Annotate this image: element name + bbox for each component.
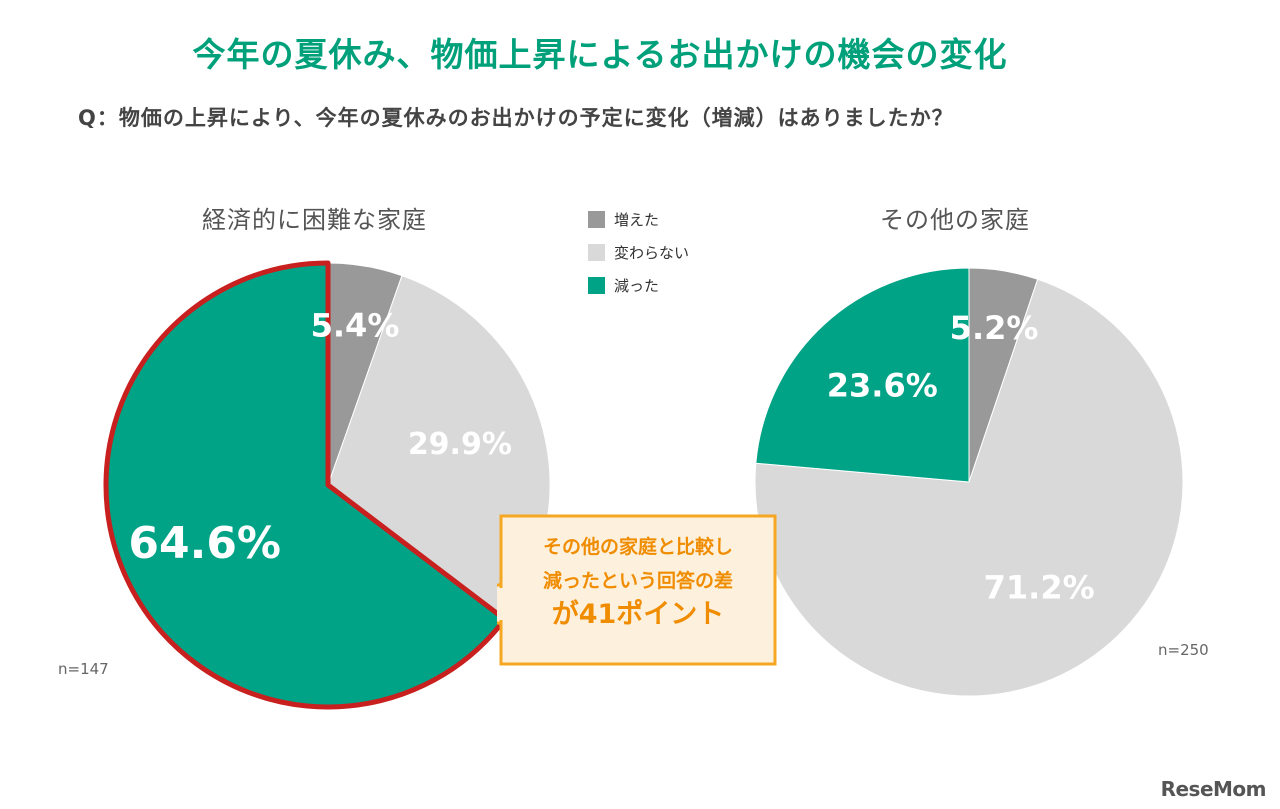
pie2-label-2: 71.2% xyxy=(984,569,1095,607)
legend-label-decreased: 減った xyxy=(614,277,660,295)
callout-line-1: その他の家庭と比較し xyxy=(542,536,733,558)
left-sample-size: n=147 xyxy=(58,660,109,678)
survey-question: Q：物価の上昇により、今年の夏休みのお出かけの予定に変化（増減）はありましたか？ xyxy=(78,106,954,130)
pie1-slice-3 xyxy=(103,260,508,710)
pie1-label-3: 64.6% xyxy=(128,518,281,569)
legend-label-increased: 増えた xyxy=(614,211,660,229)
callout-box xyxy=(497,514,777,666)
legend-item-decreased: 減った xyxy=(588,269,689,302)
pie2-slice-2 xyxy=(754,278,1184,697)
callout-text: その他の家庭と比較し 減ったという回答の差 が41ポイント xyxy=(497,530,779,632)
pie2-label-3: 23.6% xyxy=(827,366,938,404)
resemom-logo: ReseMom xyxy=(1160,777,1267,801)
legend-swatch-decreased xyxy=(588,277,605,294)
callout-line-2: 減ったという回答の差 xyxy=(542,570,733,592)
pie1-label-2: 29.9% xyxy=(408,427,512,462)
chart-main-title: 今年の夏休み、物価上昇によるお出かけの機会の変化 xyxy=(192,35,1008,74)
pie1-label-1: 5.4% xyxy=(311,306,400,344)
callout-line-3: が41ポイント xyxy=(551,599,725,630)
legend-swatch-increased xyxy=(588,211,605,228)
legend-label-unchanged: 変わらない xyxy=(614,244,690,262)
legend-item-unchanged: 変わらない xyxy=(588,236,689,269)
right-sample-size: n=250 xyxy=(1158,641,1209,659)
pie2-label-1: 5.2% xyxy=(950,309,1039,347)
legend: 増えた 変わらない 減った xyxy=(588,203,689,302)
pie2-slice-3 xyxy=(755,267,970,483)
legend-swatch-unchanged xyxy=(588,244,605,261)
legend-item-increased: 増えた xyxy=(588,203,689,236)
left-pie-title: 経済的に困難な家庭 xyxy=(202,206,427,234)
right-pie-title: その他の家庭 xyxy=(880,206,1030,234)
